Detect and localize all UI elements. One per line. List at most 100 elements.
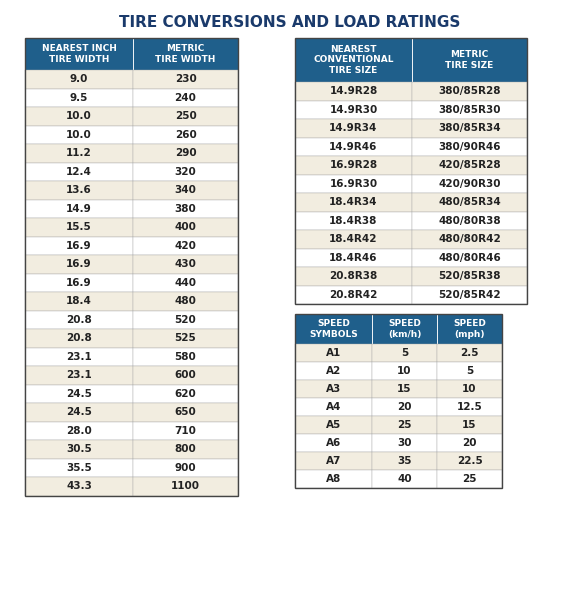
Bar bbox=[295, 100, 412, 119]
Bar bbox=[412, 100, 527, 119]
Bar bbox=[25, 163, 133, 181]
Bar bbox=[372, 452, 437, 470]
Text: 13.6: 13.6 bbox=[66, 185, 92, 195]
Bar bbox=[295, 452, 372, 470]
Text: 14.9R30: 14.9R30 bbox=[329, 105, 378, 115]
Bar bbox=[295, 248, 412, 267]
Bar bbox=[295, 211, 412, 230]
Text: 380/85R28: 380/85R28 bbox=[438, 86, 501, 96]
Bar bbox=[295, 156, 412, 175]
Text: 5: 5 bbox=[466, 366, 473, 376]
Text: 320: 320 bbox=[175, 167, 197, 177]
Bar bbox=[372, 434, 437, 452]
Text: A7: A7 bbox=[326, 456, 341, 466]
Text: 16.9R28: 16.9R28 bbox=[329, 160, 378, 170]
Bar bbox=[25, 88, 133, 107]
Text: 400: 400 bbox=[175, 222, 197, 232]
Text: 5: 5 bbox=[401, 348, 408, 358]
Bar bbox=[25, 255, 133, 274]
Text: 420: 420 bbox=[175, 241, 197, 251]
Text: 24.5: 24.5 bbox=[66, 407, 92, 417]
Text: 380/85R34: 380/85R34 bbox=[438, 123, 501, 133]
Text: 620: 620 bbox=[175, 389, 197, 399]
Text: SPEED
SYMBOLS: SPEED SYMBOLS bbox=[309, 319, 358, 339]
Text: METRIC
TIRE WIDTH: METRIC TIRE WIDTH bbox=[155, 44, 216, 64]
Text: 28.0: 28.0 bbox=[66, 426, 92, 436]
Text: 480/85R34: 480/85R34 bbox=[438, 197, 501, 207]
Bar bbox=[133, 440, 238, 458]
Bar bbox=[133, 477, 238, 496]
Bar bbox=[25, 477, 133, 496]
Text: 35.5: 35.5 bbox=[66, 463, 92, 473]
Bar bbox=[295, 398, 372, 416]
Text: A5: A5 bbox=[326, 420, 341, 430]
Bar bbox=[437, 362, 502, 380]
Text: 30: 30 bbox=[397, 438, 412, 448]
Text: 20.8R38: 20.8R38 bbox=[329, 271, 378, 281]
Bar bbox=[133, 38, 238, 70]
Bar bbox=[372, 344, 437, 362]
Bar bbox=[133, 255, 238, 274]
Text: 20.8: 20.8 bbox=[66, 333, 92, 343]
Text: 480/80R46: 480/80R46 bbox=[438, 253, 501, 263]
Bar bbox=[372, 380, 437, 398]
Text: 25: 25 bbox=[397, 420, 412, 430]
Text: NEAREST
CONVENTIONAL
TIRE SIZE: NEAREST CONVENTIONAL TIRE SIZE bbox=[313, 45, 394, 75]
Text: 520/85R42: 520/85R42 bbox=[438, 290, 501, 300]
Text: 35: 35 bbox=[397, 456, 412, 466]
Text: 20.8R42: 20.8R42 bbox=[329, 290, 378, 300]
Bar bbox=[133, 144, 238, 163]
Text: 18.4R38: 18.4R38 bbox=[329, 216, 378, 226]
Bar bbox=[412, 119, 527, 137]
Text: 9.0: 9.0 bbox=[70, 74, 88, 84]
Text: 22.5: 22.5 bbox=[456, 456, 483, 466]
Text: 800: 800 bbox=[175, 444, 197, 454]
Text: A6: A6 bbox=[326, 438, 341, 448]
Bar bbox=[412, 137, 527, 156]
Bar bbox=[437, 380, 502, 398]
Bar bbox=[412, 248, 527, 267]
Bar bbox=[25, 144, 133, 163]
Bar bbox=[295, 416, 372, 434]
Bar bbox=[25, 236, 133, 255]
Bar bbox=[133, 163, 238, 181]
Text: 10.0: 10.0 bbox=[66, 111, 92, 121]
Bar bbox=[133, 329, 238, 347]
Text: SPEED
(km/h): SPEED (km/h) bbox=[388, 319, 421, 339]
Bar bbox=[295, 82, 412, 100]
Text: 520/85R38: 520/85R38 bbox=[438, 271, 501, 281]
Text: 12.4: 12.4 bbox=[66, 167, 92, 177]
Text: 900: 900 bbox=[175, 463, 196, 473]
Text: 15: 15 bbox=[397, 384, 412, 394]
Text: 9.5: 9.5 bbox=[70, 93, 88, 103]
Text: 11.2: 11.2 bbox=[66, 148, 92, 158]
Bar bbox=[412, 211, 527, 230]
Bar bbox=[25, 38, 133, 70]
Text: 230: 230 bbox=[175, 74, 197, 84]
Bar bbox=[412, 267, 527, 286]
Bar bbox=[295, 193, 412, 211]
Bar bbox=[25, 385, 133, 403]
Bar bbox=[25, 274, 133, 292]
Text: A2: A2 bbox=[326, 366, 341, 376]
Text: 16.9: 16.9 bbox=[66, 241, 92, 251]
Bar bbox=[437, 434, 502, 452]
Text: METRIC
TIRE SIZE: METRIC TIRE SIZE bbox=[445, 50, 494, 70]
Text: 580: 580 bbox=[175, 352, 197, 362]
Bar bbox=[295, 362, 372, 380]
Bar bbox=[133, 274, 238, 292]
Text: 16.9: 16.9 bbox=[66, 278, 92, 288]
Text: 16.9: 16.9 bbox=[66, 259, 92, 269]
Bar bbox=[133, 199, 238, 218]
Bar bbox=[25, 218, 133, 236]
Bar bbox=[437, 314, 502, 344]
Bar bbox=[295, 38, 412, 82]
Bar bbox=[295, 286, 412, 304]
Bar bbox=[437, 452, 502, 470]
Text: 260: 260 bbox=[175, 130, 197, 140]
Bar bbox=[372, 398, 437, 416]
Bar bbox=[372, 362, 437, 380]
Bar bbox=[437, 416, 502, 434]
Bar bbox=[295, 434, 372, 452]
Text: 20.8: 20.8 bbox=[66, 315, 92, 325]
